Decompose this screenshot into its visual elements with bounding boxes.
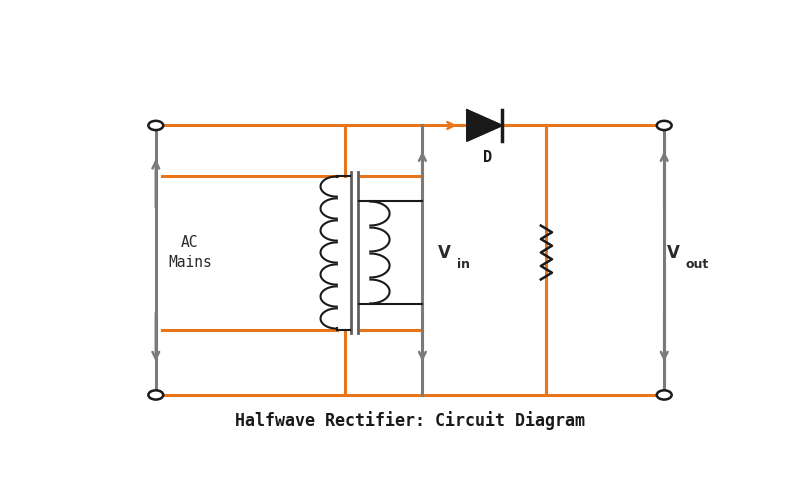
Polygon shape — [467, 110, 502, 141]
Circle shape — [148, 121, 163, 130]
Circle shape — [148, 390, 163, 400]
Text: in: in — [457, 258, 470, 270]
Text: AC
Mains: AC Mains — [168, 235, 212, 270]
Circle shape — [657, 390, 672, 400]
Text: D: D — [483, 150, 492, 166]
Text: Halfwave Rectifier: Circuit Diagram: Halfwave Rectifier: Circuit Diagram — [235, 410, 585, 430]
Text: V: V — [667, 244, 680, 262]
Text: V: V — [438, 244, 450, 262]
Text: out: out — [686, 258, 709, 270]
Circle shape — [657, 121, 672, 130]
